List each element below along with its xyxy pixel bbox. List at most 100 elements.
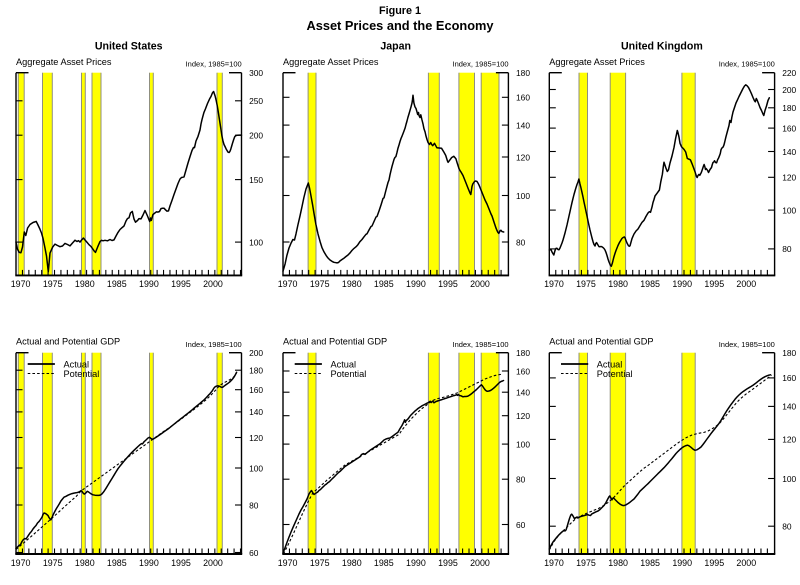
- svg-text:160: 160: [516, 366, 530, 376]
- svg-text:60: 60: [516, 520, 526, 530]
- svg-text:1975: 1975: [310, 558, 330, 568]
- svg-text:1975: 1975: [576, 279, 596, 289]
- svg-text:1990: 1990: [672, 279, 692, 289]
- svg-text:Index, 1985=100: Index, 1985=100: [719, 60, 775, 69]
- svg-text:2000: 2000: [470, 558, 490, 568]
- svg-text:United Kingdom: United Kingdom: [621, 40, 703, 52]
- svg-text:300: 300: [249, 68, 263, 78]
- svg-text:60: 60: [249, 548, 259, 558]
- svg-text:200: 200: [249, 348, 263, 358]
- svg-text:100: 100: [516, 439, 530, 449]
- svg-text:Aggregate Asset Prices: Aggregate Asset Prices: [549, 57, 645, 67]
- svg-text:2000: 2000: [203, 558, 223, 568]
- svg-text:180: 180: [516, 348, 530, 358]
- svg-text:100: 100: [249, 463, 263, 473]
- svg-text:1990: 1990: [139, 279, 159, 289]
- svg-text:100: 100: [782, 474, 796, 484]
- svg-text:2000: 2000: [736, 279, 756, 289]
- svg-text:80: 80: [516, 475, 526, 485]
- svg-text:1980: 1980: [342, 279, 362, 289]
- svg-text:Japan: Japan: [380, 40, 411, 52]
- svg-text:Aggregate Asset Prices: Aggregate Asset Prices: [16, 57, 112, 67]
- svg-text:1970: 1970: [278, 558, 298, 568]
- svg-text:160: 160: [516, 93, 530, 103]
- svg-text:180: 180: [782, 103, 796, 113]
- svg-text:1970: 1970: [544, 558, 564, 568]
- svg-text:160: 160: [249, 385, 263, 395]
- svg-text:1980: 1980: [75, 558, 95, 568]
- svg-text:Aggregate Asset Prices: Aggregate Asset Prices: [283, 57, 379, 67]
- svg-text:80: 80: [782, 244, 792, 254]
- svg-text:Actual: Actual: [597, 360, 623, 370]
- svg-text:140: 140: [782, 147, 796, 157]
- svg-text:United States: United States: [95, 40, 163, 52]
- svg-text:1985: 1985: [374, 558, 394, 568]
- svg-text:Figure 1: Figure 1: [379, 5, 421, 17]
- svg-text:1995: 1995: [704, 558, 724, 568]
- svg-text:2000: 2000: [470, 279, 490, 289]
- svg-text:1985: 1985: [640, 558, 660, 568]
- svg-text:200: 200: [249, 131, 263, 141]
- svg-text:1990: 1990: [406, 279, 426, 289]
- svg-text:100: 100: [249, 237, 263, 247]
- svg-text:1980: 1980: [608, 558, 628, 568]
- svg-text:Potential: Potential: [331, 369, 367, 379]
- svg-text:200: 200: [782, 85, 796, 95]
- svg-text:Potential: Potential: [64, 369, 100, 379]
- svg-text:1975: 1975: [576, 558, 596, 568]
- svg-text:1970: 1970: [11, 279, 31, 289]
- svg-text:100: 100: [782, 205, 796, 215]
- svg-text:120: 120: [782, 173, 796, 183]
- svg-text:1985: 1985: [107, 279, 127, 289]
- svg-text:1990: 1990: [139, 558, 159, 568]
- svg-text:1985: 1985: [640, 279, 660, 289]
- svg-text:250: 250: [249, 96, 263, 106]
- svg-text:1970: 1970: [278, 279, 298, 289]
- svg-text:140: 140: [516, 120, 530, 130]
- svg-text:Actual: Actual: [331, 360, 357, 370]
- svg-text:120: 120: [516, 411, 530, 421]
- svg-text:Index, 1985=100: Index, 1985=100: [453, 60, 509, 69]
- svg-text:1975: 1975: [43, 558, 63, 568]
- svg-text:1995: 1995: [438, 558, 458, 568]
- svg-text:1970: 1970: [544, 279, 564, 289]
- svg-text:1980: 1980: [342, 558, 362, 568]
- svg-text:80: 80: [782, 522, 792, 532]
- svg-text:1985: 1985: [374, 279, 394, 289]
- svg-text:1970: 1970: [11, 558, 31, 568]
- svg-text:1995: 1995: [171, 558, 191, 568]
- svg-text:140: 140: [516, 388, 530, 398]
- svg-text:160: 160: [782, 123, 796, 133]
- svg-text:2000: 2000: [736, 558, 756, 568]
- svg-text:120: 120: [516, 152, 530, 162]
- svg-text:80: 80: [516, 237, 526, 247]
- svg-text:180: 180: [249, 366, 263, 376]
- svg-text:140: 140: [782, 402, 796, 412]
- svg-text:80: 80: [249, 500, 259, 510]
- svg-text:Actual and Potential GDP: Actual and Potential GDP: [283, 337, 387, 347]
- svg-text:180: 180: [516, 68, 530, 78]
- svg-text:1975: 1975: [310, 279, 330, 289]
- svg-text:Index, 1985=100: Index, 1985=100: [186, 340, 242, 349]
- svg-text:1995: 1995: [438, 279, 458, 289]
- svg-text:1985: 1985: [107, 558, 127, 568]
- svg-text:Potential: Potential: [597, 369, 633, 379]
- svg-text:120: 120: [249, 433, 263, 443]
- svg-text:Index, 1985=100: Index, 1985=100: [186, 60, 242, 69]
- svg-text:120: 120: [782, 435, 796, 445]
- svg-text:150: 150: [249, 175, 263, 185]
- svg-text:1990: 1990: [672, 558, 692, 568]
- svg-text:Index, 1985=100: Index, 1985=100: [453, 340, 509, 349]
- svg-text:1995: 1995: [171, 279, 191, 289]
- svg-text:2000: 2000: [203, 279, 223, 289]
- svg-text:1980: 1980: [608, 279, 628, 289]
- svg-text:220: 220: [782, 68, 796, 78]
- svg-text:1975: 1975: [43, 279, 63, 289]
- svg-text:Actual and Potential GDP: Actual and Potential GDP: [16, 337, 120, 347]
- svg-text:180: 180: [782, 348, 796, 358]
- svg-text:1995: 1995: [704, 279, 724, 289]
- svg-text:Actual: Actual: [64, 360, 90, 370]
- svg-text:1980: 1980: [75, 279, 95, 289]
- svg-text:1990: 1990: [406, 558, 426, 568]
- svg-text:140: 140: [249, 407, 263, 417]
